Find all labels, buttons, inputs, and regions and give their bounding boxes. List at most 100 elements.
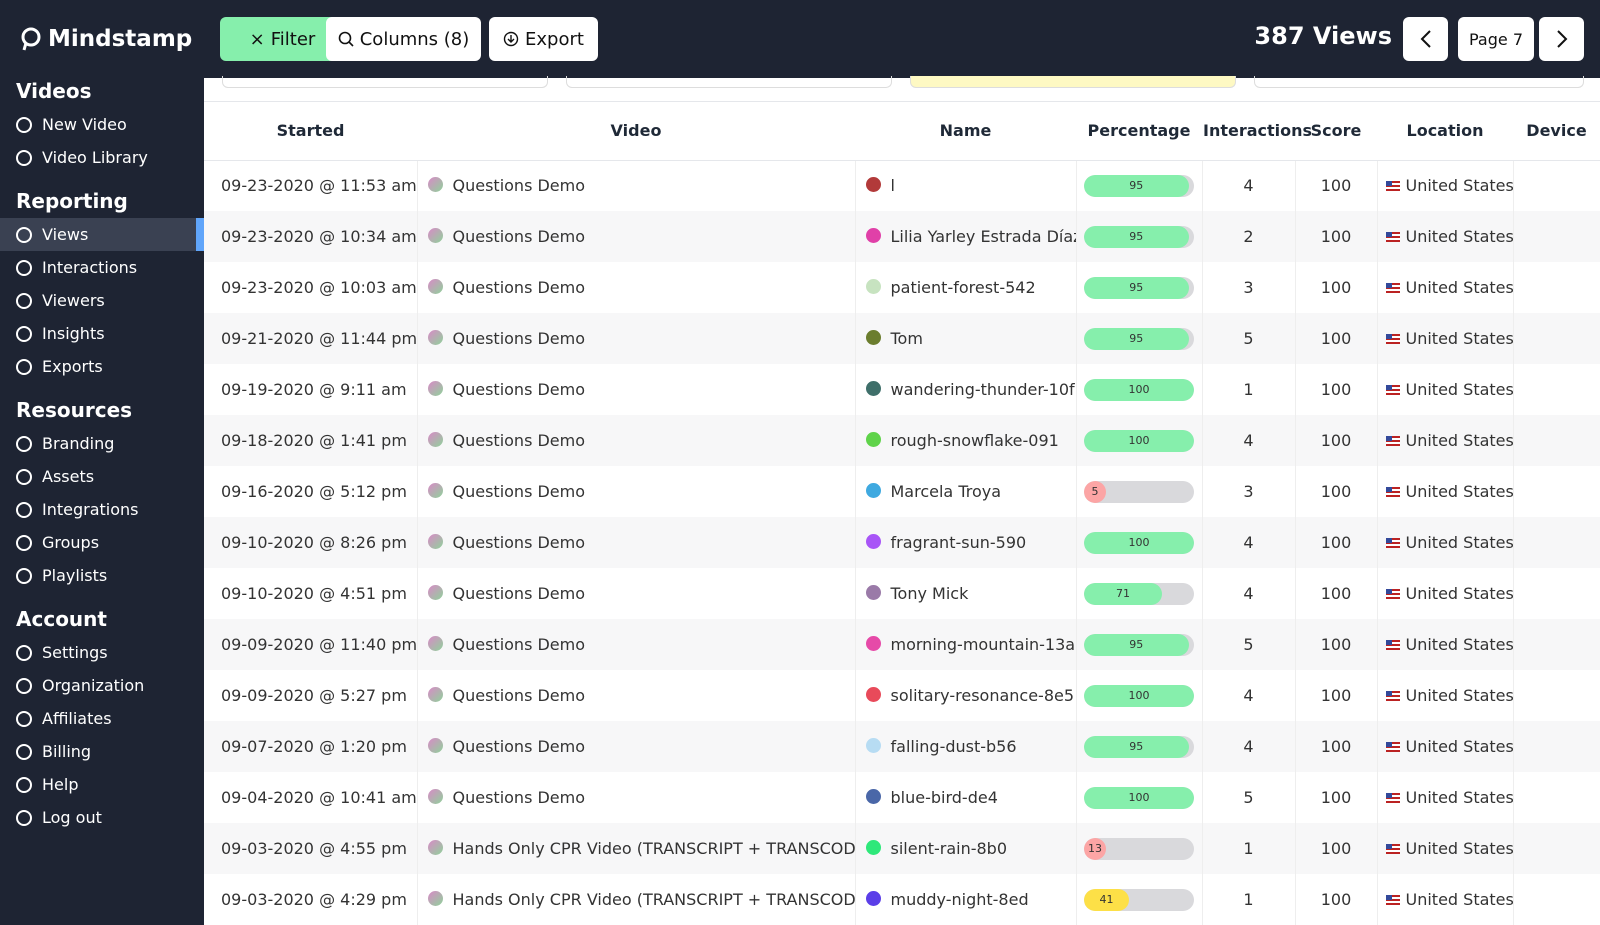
nav-item[interactable]: Branding: [0, 427, 204, 460]
flag-icon: [1385, 232, 1400, 242]
filter-input[interactable]: [1254, 76, 1584, 88]
nav-label: Branding: [42, 434, 115, 453]
logo-icon: [21, 27, 41, 51]
device-cell: [1513, 670, 1600, 721]
column-header[interactable]: Score: [1295, 102, 1377, 161]
nav-item[interactable]: Assets: [0, 460, 204, 493]
percentage-cell: 41: [1076, 874, 1203, 925]
nav-item[interactable]: Viewers: [0, 284, 204, 317]
column-header[interactable]: Location: [1377, 102, 1513, 161]
nav-item[interactable]: Interactions: [0, 251, 204, 284]
column-header[interactable]: Percentage: [1076, 102, 1202, 161]
device-cell: [1513, 619, 1600, 670]
location-cell: United States: [1377, 874, 1514, 925]
table-row[interactable]: 09-21-2020 @ 11:44 pm Questions Demo Tom 95…: [204, 313, 1600, 364]
table-row[interactable]: 09-18-2020 @ 1:41 pm Questions Demo rough-…: [204, 415, 1600, 466]
filter-input[interactable]: [910, 76, 1236, 88]
name-cell: rough-snowflake-091: [855, 415, 1077, 466]
video-title: Questions Demo: [452, 686, 586, 705]
viewer-name: Tony Mick: [890, 584, 969, 603]
nav-item[interactable]: Integrations: [0, 493, 204, 526]
nav-label: Settings: [42, 643, 108, 662]
table-row[interactable]: 09-09-2020 @ 11:40 pm Questions Demo morni…: [204, 619, 1600, 670]
nav-item[interactable]: Video Library: [0, 141, 204, 174]
table-row[interactable]: 09-09-2020 @ 5:27 pm Questions Demo solita…: [204, 670, 1600, 721]
name-cell: Tony Mick: [855, 568, 1077, 619]
location-text: United States: [1405, 686, 1513, 705]
viewer-name: falling-dust-b56: [890, 737, 1017, 756]
avatar: [865, 432, 881, 447]
table-row[interactable]: 09-03-2020 @ 4:55 pm Hands Only CPR Video…: [204, 823, 1600, 874]
location-cell: United States: [1377, 211, 1514, 262]
percentage-cell: 100: [1076, 670, 1203, 721]
flag-icon: [1385, 640, 1400, 650]
interactions-cell: 3: [1202, 466, 1296, 517]
nav-item[interactable]: Billing: [0, 735, 204, 768]
page-indicator[interactable]: Page 7: [1458, 17, 1534, 61]
device-cell: [1513, 262, 1600, 313]
video-cell: Hands Only CPR Video (TRANSCRIPT + TRANS…: [417, 874, 856, 925]
avatar: [865, 534, 881, 549]
location-text: United States: [1405, 533, 1513, 552]
table-row[interactable]: 09-07-2020 @ 1:20 pm Questions Demo fallin…: [204, 721, 1600, 772]
started-cell: 09-19-2020 @ 9:11 am: [204, 364, 418, 415]
progress-bar: 100: [1084, 684, 1194, 707]
location-text: United States: [1405, 380, 1513, 399]
table-row[interactable]: 09-03-2020 @ 4:29 pm Hands Only CPR Video…: [204, 874, 1600, 925]
nav-item[interactable]: Affiliates: [0, 702, 204, 735]
nav-label: Playlists: [42, 566, 108, 585]
table-row[interactable]: 09-04-2020 @ 10:41 am Questions Demo blue-…: [204, 772, 1600, 823]
location-text: United States: [1405, 890, 1513, 909]
flag-icon: [1385, 181, 1400, 192]
nav-item[interactable]: Views: [0, 218, 204, 251]
column-header[interactable]: Name: [855, 102, 1076, 161]
video-cell: Questions Demo: [417, 721, 856, 772]
device-cell: [1513, 517, 1600, 568]
nav-item[interactable]: Log out: [0, 801, 204, 834]
name-cell: Marcela Troya: [855, 466, 1077, 517]
nav-item[interactable]: Groups: [0, 526, 204, 559]
video-title: Questions Demo: [452, 635, 586, 654]
nav-item[interactable]: Organization: [0, 669, 204, 702]
flag-icon: [1385, 895, 1400, 905]
nav-label: Interactions: [42, 258, 138, 277]
avatar: [865, 279, 881, 294]
nav-item[interactable]: Settings: [0, 636, 204, 669]
export-button[interactable]: Export: [489, 17, 598, 61]
columns-button[interactable]: Columns (8): [326, 17, 481, 61]
column-header[interactable]: Device: [1513, 102, 1600, 161]
nav-item[interactable]: Help: [0, 768, 204, 801]
prev-page[interactable]: [1403, 17, 1448, 61]
video-thumb: [427, 381, 443, 396]
video-title: Hands Only CPR Video (TRANSCRIPT + TRANS…: [452, 839, 855, 858]
viewer-name: patient-forest-542: [890, 278, 1036, 297]
column-header[interactable]: Interactions: [1202, 102, 1312, 161]
location-text: United States: [1405, 482, 1513, 501]
location-text: United States: [1405, 329, 1513, 348]
column-header[interactable]: Started: [204, 102, 417, 161]
filter-input[interactable]: [566, 76, 892, 88]
nav-label: Viewers: [42, 291, 105, 310]
name-cell: fragrant-sun-590: [855, 517, 1077, 568]
logo[interactable]: Mindstamp: [20, 26, 192, 52]
column-header[interactable]: Video: [417, 102, 855, 161]
table-row[interactable]: 09-10-2020 @ 4:51 pm Questions Demo Tony M…: [204, 568, 1600, 619]
interactions-cell: 4: [1202, 721, 1296, 772]
nav-item[interactable]: Insights: [0, 317, 204, 350]
table-row[interactable]: 09-19-2020 @ 9:11 am Questions Demo wander…: [204, 364, 1600, 415]
started-cell: 09-16-2020 @ 5:12 pm: [204, 466, 418, 517]
table-row[interactable]: 09-23-2020 @ 11:53 am Questions Demo l 95 4 1…: [204, 160, 1600, 211]
table-row[interactable]: 09-23-2020 @ 10:03 am Questions Demo patie…: [204, 262, 1600, 313]
table-row[interactable]: 09-10-2020 @ 8:26 pm Questions Demo fragra…: [204, 517, 1600, 568]
table-row[interactable]: 09-16-2020 @ 5:12 pm Questions Demo Marcel…: [204, 466, 1600, 517]
interactions-cell: 4: [1202, 160, 1296, 211]
video-thumb: [427, 432, 443, 447]
table-row[interactable]: 09-23-2020 @ 10:34 am Questions Demo Lilia…: [204, 211, 1600, 262]
filter-button[interactable]: × Filter: [220, 17, 345, 61]
nav-item[interactable]: Playlists: [0, 559, 204, 592]
next-page[interactable]: [1539, 17, 1584, 61]
nav-item[interactable]: Exports: [0, 350, 204, 383]
nav-item[interactable]: New Video: [0, 108, 204, 141]
filter-input[interactable]: [222, 76, 548, 88]
flag-icon: [1385, 487, 1400, 497]
